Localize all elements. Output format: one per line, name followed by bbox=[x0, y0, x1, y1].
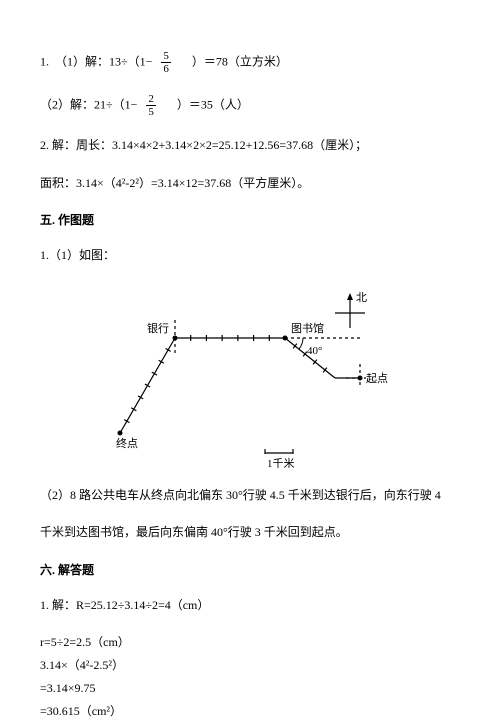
fraction-2-5: 2 5 bbox=[146, 93, 156, 118]
sec6-l3: 3.14×（4²-2.5²） bbox=[40, 656, 460, 675]
q1-p1-prefix: 1. （1）解：13÷（1− bbox=[40, 54, 152, 68]
q2-line2: 面积：3.14×（4²-2²）=3.14×12=37.68（平方厘米）。 bbox=[40, 174, 460, 193]
svg-text:1千米: 1千米 bbox=[267, 457, 295, 468]
route-figure: 北 40° 银行 图书馆终点 起点 1千米 bbox=[40, 283, 460, 468]
svg-text:40°: 40° bbox=[307, 345, 322, 357]
q1-part1: 1. （1）解：13÷（1− 5 6 ）＝78（立方米） bbox=[40, 50, 460, 75]
sec5-desc2: 千米到达图书馆，最后向东偏南 40°行驶 3 千米回到起点。 bbox=[40, 523, 460, 542]
section6-heading: 六. 解答题 bbox=[40, 561, 460, 580]
section5-heading: 五. 作图题 bbox=[40, 211, 460, 230]
q2-line1: 2. 解：周长：3.14×4×2+3.14×2×2=25.12+12.56=37… bbox=[40, 136, 460, 155]
svg-text:起点: 起点 bbox=[366, 372, 388, 385]
sec5-desc1: （2）8 路公共电车从终点向北偏东 30°行驶 4.5 千米到达银行后，向东行驶… bbox=[40, 486, 460, 505]
svg-text:北: 北 bbox=[356, 291, 367, 304]
sec6-l2: r=5÷2=2.5（cm） bbox=[40, 633, 460, 652]
sec6-l4: =3.14×9.75 bbox=[40, 679, 460, 698]
sec5-intro: 1.（1）如图： bbox=[40, 246, 460, 265]
sec6-l5: =30.615（cm²） bbox=[40, 702, 460, 721]
svg-text:终点: 终点 bbox=[116, 436, 138, 450]
q1-part2: （2）解：21÷（1− 2 5 ）＝35（人） bbox=[40, 93, 460, 118]
svg-text:图书馆: 图书馆 bbox=[291, 321, 324, 335]
svg-text:银行: 银行 bbox=[147, 321, 169, 335]
sec6-l1: 1. 解：R=25.12÷3.14÷2=4（cm） bbox=[40, 596, 460, 615]
q1-p2-suffix: ）＝35（人） bbox=[165, 98, 249, 112]
q1-p1-suffix: ）＝78（立方米） bbox=[180, 54, 288, 68]
fraction-5-6: 5 6 bbox=[161, 50, 171, 75]
q1-p2-prefix: （2）解：21÷（1− bbox=[40, 98, 137, 112]
